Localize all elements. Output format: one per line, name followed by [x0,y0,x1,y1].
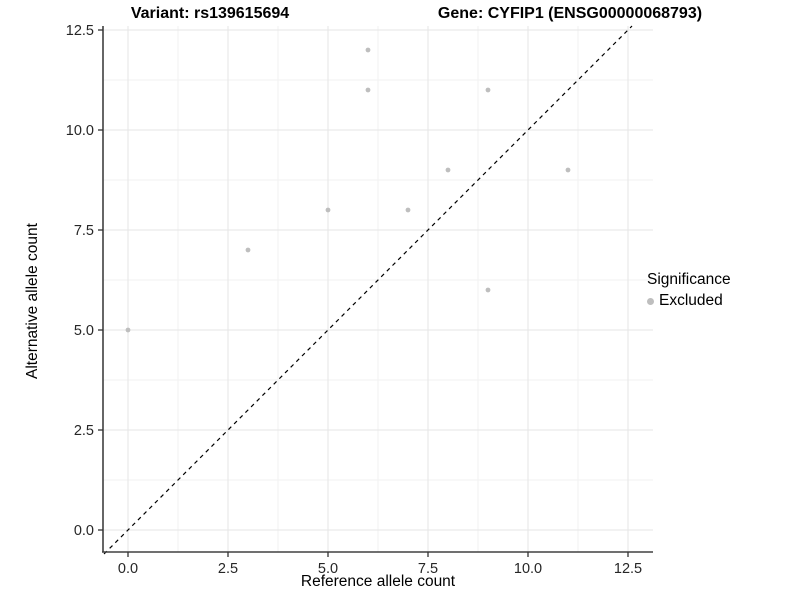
data-point [365,87,371,93]
legend: Significance Excluded [647,271,731,310]
plot-title-gene: Gene: CYFIP1 (ENSG00000068793) [437,5,703,22]
data-point [245,247,251,253]
legend-point-icon [647,297,654,305]
data-point [365,47,371,53]
y-tick-label: 12.5 [66,23,94,39]
legend-title: Significance [647,271,731,288]
x-tick-label: 12.5 [614,561,642,577]
y-axis-title: Alternative allele count [24,223,41,379]
identity-line [103,25,633,555]
y-tick-label: 0.0 [74,523,94,539]
x-tick-label: 7.5 [418,561,438,577]
y-tick-label: 5.0 [74,323,94,339]
x-tick-label: 0.0 [118,561,138,577]
data-point [485,287,491,293]
x-tick-label: 10.0 [514,561,542,577]
data-point [485,87,491,93]
data-point [445,167,451,173]
x-tick-label: 5.0 [318,561,338,577]
x-axis-title: Reference allele count [300,573,456,590]
y-tick-label: 7.5 [74,223,94,239]
plot-title-variant: Variant: rs139615694 [130,5,290,22]
data-point [405,207,411,213]
data-point [325,207,331,213]
x-tick-label: 2.5 [218,561,238,577]
y-tick-label: 10.0 [66,123,94,139]
legend-item-excluded: Excluded [647,292,731,310]
data-point [125,327,131,333]
data-point [565,167,571,173]
legend-item-label: Excluded [659,292,723,309]
y-tick-label: 2.5 [74,423,94,439]
